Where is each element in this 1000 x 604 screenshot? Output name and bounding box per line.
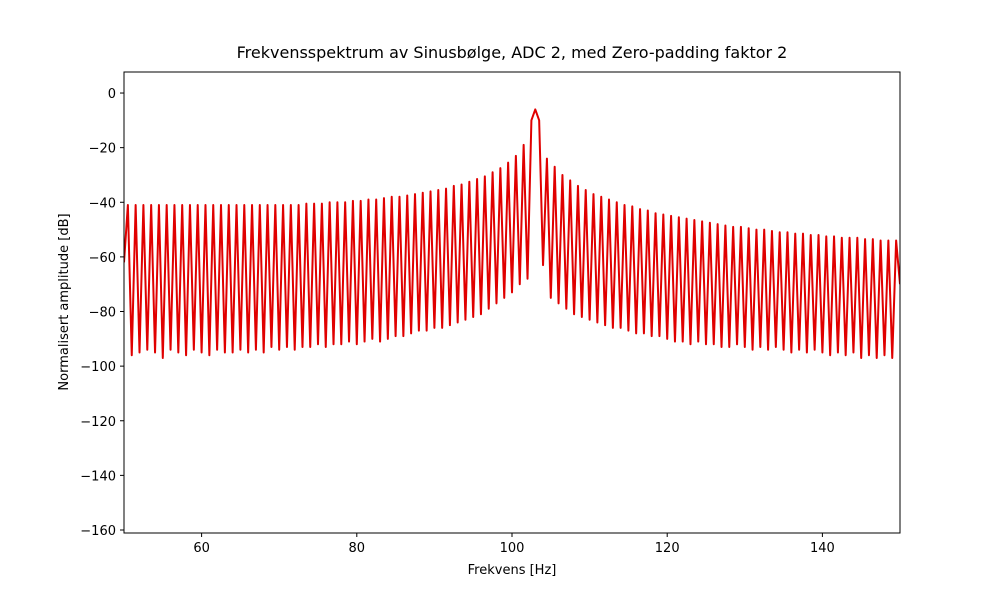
y-tick-label: 0	[108, 87, 116, 102]
x-tick-label: 100	[500, 541, 525, 556]
x-tick-label: 140	[810, 541, 835, 556]
y-axis-label: Normalisert amplitude [dB]	[57, 213, 72, 390]
x-tick-label: 120	[655, 541, 680, 556]
y-tick-label: −40	[89, 196, 116, 211]
x-tick-label: 80	[349, 541, 366, 556]
y-tick-label: −80	[89, 306, 116, 321]
y-tick-label: −160	[80, 524, 116, 539]
x-axis-label: Frekvens [Hz]	[468, 563, 557, 578]
data-line	[124, 108, 900, 359]
x-tick-label: 60	[193, 541, 210, 556]
y-tick-label: −120	[80, 415, 116, 430]
y-tick-label: −140	[80, 469, 116, 484]
y-tick-label: −60	[89, 251, 116, 266]
y-tick-label: −20	[89, 142, 116, 157]
y-tick-label: −100	[80, 360, 116, 375]
plot-frame	[123, 71, 901, 534]
chart-title: Frekvensspektrum av Sinusbølge, ADC 2, m…	[237, 43, 788, 62]
